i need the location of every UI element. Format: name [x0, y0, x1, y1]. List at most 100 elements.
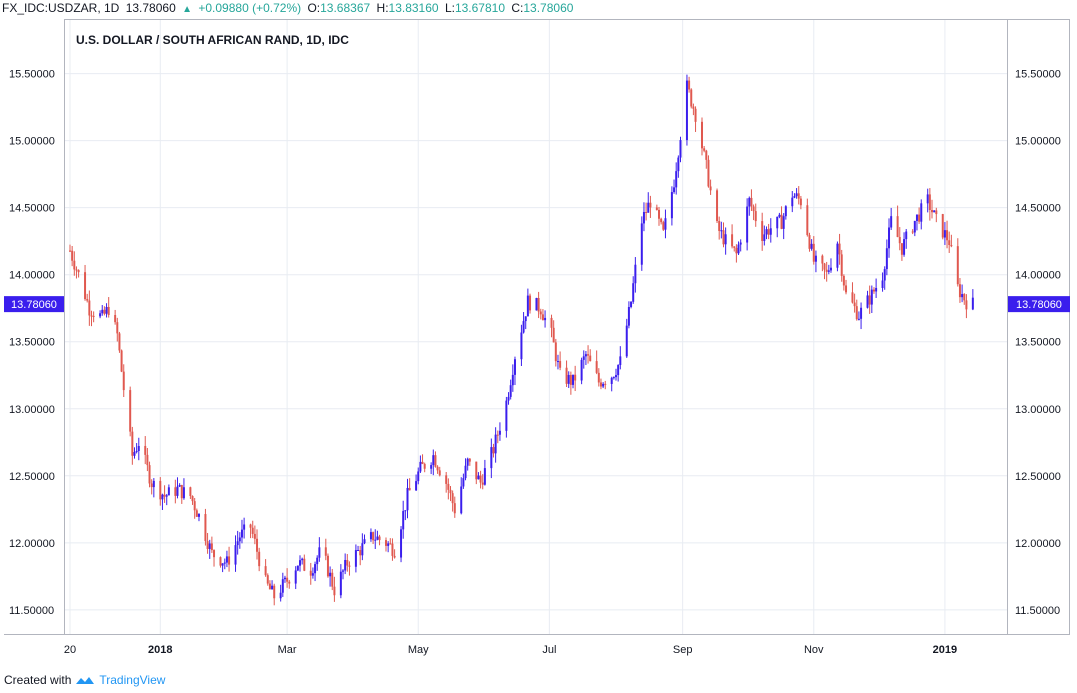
candle-body [746, 206, 749, 243]
candle-body [918, 214, 921, 222]
candle-body [748, 197, 751, 207]
candle-body [176, 486, 179, 496]
candle-body [178, 485, 181, 487]
candle-body [393, 555, 396, 558]
y-tick-label: 15.00000 [9, 136, 55, 148]
candle-body [597, 372, 600, 383]
candle-body [554, 342, 557, 362]
candle-body [911, 231, 914, 233]
candle-body [434, 455, 437, 467]
candle-body [842, 275, 845, 286]
open-label: O: [307, 1, 321, 15]
right-price-axis: 15.50000 15.00000 14.50000 14.00000 13.50000… [1015, 69, 1061, 617]
up-arrow-icon: ▲ [182, 4, 193, 15]
candle-body [933, 210, 936, 213]
y-tick-label: 12.50000 [1015, 471, 1061, 483]
candle-body [253, 533, 256, 539]
candle-body [273, 585, 276, 599]
candle-body [271, 585, 274, 590]
candle-body [539, 311, 542, 315]
candle-body [266, 575, 269, 584]
candle-body [765, 229, 768, 235]
candle-body [658, 209, 661, 219]
candle-body [197, 514, 200, 517]
candle-body [249, 524, 252, 528]
candle-body [342, 570, 345, 572]
candle-body [419, 461, 422, 472]
y-tick-label: 13.50000 [9, 337, 55, 349]
left-price-axis: 15.50000 15.00000 14.50000 14.00000 13.50000… [9, 69, 55, 617]
high-label: H: [376, 1, 389, 15]
candle-body [617, 365, 620, 376]
candle-body [612, 377, 615, 379]
candle-body [331, 572, 334, 587]
candle-body [107, 306, 110, 315]
plot-frame [64, 19, 1008, 635]
candle-body [494, 434, 497, 454]
candle-body [264, 566, 267, 576]
candle-body [866, 295, 869, 308]
candle-body [389, 543, 392, 545]
candle-body [133, 452, 136, 456]
candle-body [776, 216, 779, 229]
candle-body [159, 480, 162, 500]
candle-body [943, 230, 946, 238]
candle-body [507, 396, 510, 401]
candle-body [210, 543, 213, 551]
candle-body [268, 583, 271, 590]
y-tick-label: 13.00000 [9, 404, 55, 416]
candle-body [552, 327, 555, 343]
candle-body [225, 556, 228, 563]
candle-body [296, 565, 299, 571]
candle-body [900, 243, 903, 255]
candle-body [496, 434, 499, 436]
tradingview-brand[interactable]: TradingView [99, 673, 166, 687]
candle-body [915, 214, 918, 221]
candle-body [737, 244, 740, 254]
high-value: 13.83160 [388, 1, 439, 15]
candle-body [640, 223, 643, 265]
candle-body [511, 374, 514, 386]
candle-body [372, 532, 375, 541]
candle-body [213, 550, 216, 558]
y-tick-label: 15.50000 [9, 69, 55, 81]
candle-body [814, 255, 817, 262]
candle-body [348, 565, 351, 567]
last-price-badges: 13.78060 13.78060 [4, 296, 1070, 313]
candle-body [645, 212, 648, 214]
candle-body [99, 313, 102, 317]
candle-body [675, 171, 678, 188]
candle-body [101, 309, 104, 314]
candle-body [550, 317, 553, 328]
candle-body [872, 289, 875, 292]
candle-body [851, 292, 854, 303]
candle-body [445, 475, 448, 484]
candle-body [346, 559, 349, 566]
candle-body [240, 529, 243, 538]
candle-body [238, 537, 241, 542]
candle-body [950, 245, 953, 247]
grid [65, 20, 1007, 634]
candle-body [182, 487, 185, 499]
candle-body [204, 514, 207, 542]
symbol-header: FX_IDC:USDZAR, 1D 13.78060 ▲ +0.09880 (+… [0, 0, 1077, 18]
footer: Created with TradingView [4, 671, 165, 689]
candle-body [735, 247, 738, 254]
candle-body [120, 350, 123, 372]
candle-body [256, 538, 259, 552]
candle-body [460, 486, 463, 514]
candle-body [556, 361, 559, 363]
candle-body [703, 148, 706, 151]
candle-body [436, 466, 439, 471]
candle-body [71, 250, 74, 261]
candle-body [931, 209, 934, 213]
candle-body [625, 325, 628, 357]
candle-body [692, 106, 695, 109]
x-tick-label: 2019 [933, 644, 957, 656]
candle-body [286, 577, 289, 582]
candle-body [526, 295, 529, 317]
candle-body [400, 529, 403, 558]
x-tick-label: Mar [278, 644, 297, 656]
candle-body [481, 482, 484, 485]
